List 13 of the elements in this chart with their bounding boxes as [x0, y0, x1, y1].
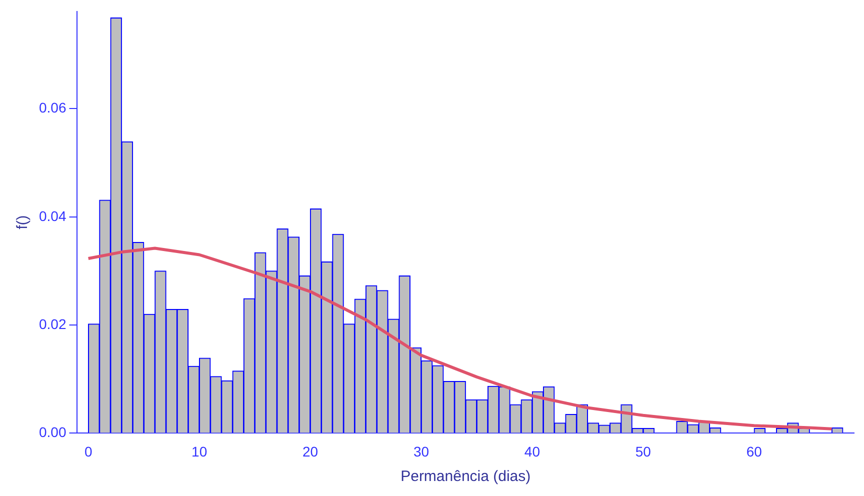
x-tick-label: 60 [746, 443, 762, 460]
x-tick-label: 30 [413, 443, 430, 460]
x-axis-title: Permanência (dias) [400, 468, 531, 486]
y-tick-label: 0.04 [39, 208, 66, 224]
x-tick-label: 50 [635, 443, 652, 460]
y-tick-label: 0.00 [39, 424, 66, 440]
y-tick-label: 0.06 [39, 100, 66, 116]
y-tick-label: 0.02 [39, 316, 66, 332]
x-tick-label: 10 [192, 443, 208, 460]
x-tick-label: 40 [524, 443, 540, 460]
y-axis-title: f() [14, 215, 32, 230]
x-tick-label: 20 [302, 443, 318, 460]
x-tick-label: 0 [84, 443, 92, 460]
